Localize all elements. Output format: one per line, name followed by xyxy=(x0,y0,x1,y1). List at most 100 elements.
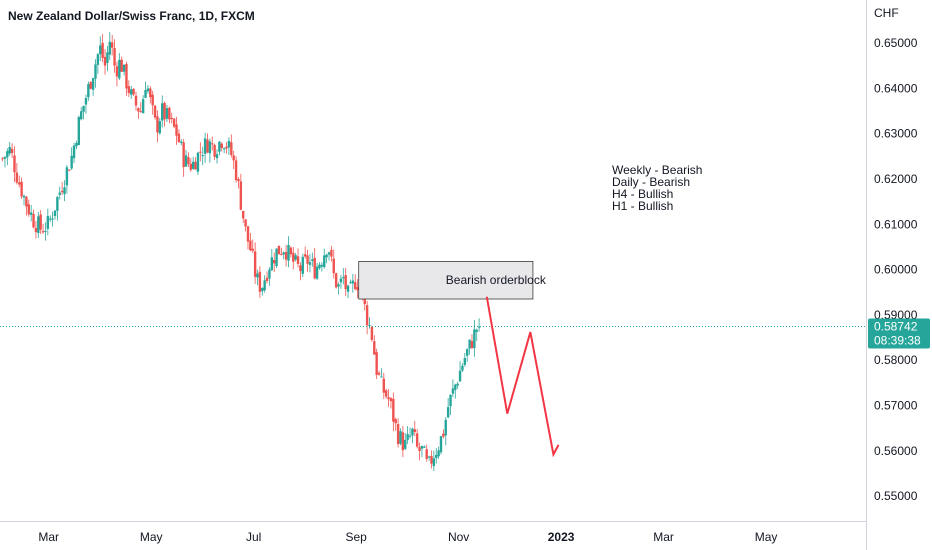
candle-body xyxy=(306,255,309,264)
candle-body xyxy=(272,260,276,264)
projection-path[interactable] xyxy=(485,296,560,458)
candle-body xyxy=(399,431,402,444)
candle-body xyxy=(332,258,335,274)
candle-body xyxy=(435,454,438,459)
candle-body xyxy=(215,154,219,159)
candle-body xyxy=(168,107,171,120)
time-tick-label: Nov xyxy=(448,530,469,544)
candle-body xyxy=(213,144,216,157)
candle-body xyxy=(449,394,452,407)
candle-body xyxy=(320,264,324,267)
candle-body xyxy=(263,280,266,291)
candle-body xyxy=(1,158,4,160)
candle-body xyxy=(27,204,30,215)
candle-body xyxy=(451,388,455,394)
candle-body xyxy=(189,163,193,170)
time-tick-label: Sep xyxy=(345,530,367,544)
candle-body xyxy=(211,143,214,145)
candle-body xyxy=(458,370,462,382)
candle-body xyxy=(41,231,45,233)
candle-body xyxy=(282,252,285,255)
price-tick-label: 0.60000 xyxy=(874,263,918,277)
candle-body xyxy=(413,429,416,433)
candle-body xyxy=(284,251,288,260)
candle-body xyxy=(392,398,395,422)
candle-body xyxy=(294,255,297,260)
candle-body xyxy=(418,447,421,452)
candle-body xyxy=(323,255,326,268)
candle-body xyxy=(108,41,111,55)
price-tick-label: 0.65000 xyxy=(874,36,918,50)
candle-body xyxy=(313,257,316,279)
candle-body xyxy=(430,455,433,464)
candle-body xyxy=(308,262,312,265)
candle-body xyxy=(401,432,405,451)
candle-body xyxy=(218,141,221,152)
candle-body xyxy=(3,156,7,159)
candle-body xyxy=(127,86,131,93)
orderblock-box[interactable] xyxy=(358,261,534,300)
candle-body xyxy=(34,227,38,233)
candle-body xyxy=(411,428,414,436)
candle-body xyxy=(120,59,123,72)
candle-body xyxy=(225,146,228,149)
candle-body xyxy=(94,64,97,79)
bias-notes: Weekly - Bearish Daily - Bearish H4 - Bu… xyxy=(612,163,702,213)
candle-body xyxy=(342,277,345,279)
time-tick-label: Jul xyxy=(246,530,261,544)
candle-body xyxy=(91,78,95,90)
current-price-tag: 0.58742 08:39:38 xyxy=(868,318,930,349)
candle-body xyxy=(137,108,140,112)
candle-body xyxy=(387,397,390,400)
candle-body xyxy=(456,383,459,386)
price-tick-label: 0.55000 xyxy=(874,489,918,503)
candle-body xyxy=(346,285,350,292)
candle-body xyxy=(191,161,195,169)
candle-body xyxy=(337,284,340,287)
bearish-orderblock[interactable]: Bearish orderblock xyxy=(358,261,547,300)
candle-body xyxy=(25,196,28,207)
note-weekly: Weekly - Bearish xyxy=(612,163,702,177)
candle-body xyxy=(177,133,181,143)
candle-body xyxy=(165,108,169,119)
time-tick-label: Mar xyxy=(653,530,674,544)
candle-body xyxy=(289,247,293,255)
time-tick-label: May xyxy=(140,530,163,544)
candle-body xyxy=(351,280,355,284)
candle-body xyxy=(234,160,238,181)
candle-body xyxy=(365,305,369,326)
candle-body xyxy=(239,181,243,210)
candle-body xyxy=(8,146,11,154)
candle-body xyxy=(425,449,428,459)
candle-body xyxy=(268,269,271,279)
candle-body xyxy=(420,446,424,449)
candle-body xyxy=(39,214,42,230)
candle-body xyxy=(79,111,83,120)
candle-body xyxy=(32,214,35,228)
candle-body xyxy=(84,97,88,105)
candle-body xyxy=(477,326,481,328)
candle-body xyxy=(170,118,173,120)
candle-body xyxy=(334,273,338,288)
candle-body xyxy=(454,384,457,390)
candle-body xyxy=(437,450,440,457)
candle-body xyxy=(201,155,204,157)
candle-body xyxy=(58,192,61,195)
candle-body xyxy=(206,139,209,153)
price-axis[interactable]: 0.65000 0.64000 0.63000 0.62000 0.61000 0.600… xyxy=(874,36,918,503)
note-h4: H4 - Bullish xyxy=(612,187,673,201)
candle-body xyxy=(141,99,145,114)
candle-body xyxy=(75,143,78,147)
candle-body xyxy=(134,95,138,106)
candle-body xyxy=(194,161,197,170)
candle-body xyxy=(404,439,407,449)
candle-body xyxy=(301,256,304,274)
candle-body xyxy=(13,155,16,173)
candle-body xyxy=(196,152,200,172)
orderblock-label: Bearish orderblock xyxy=(446,273,547,287)
time-axis[interactable]: Mar May Jul Sep Nov 2023 Mar May xyxy=(38,530,777,544)
candle-body xyxy=(275,248,278,267)
candle-body xyxy=(29,212,33,215)
candle-body xyxy=(468,339,471,349)
